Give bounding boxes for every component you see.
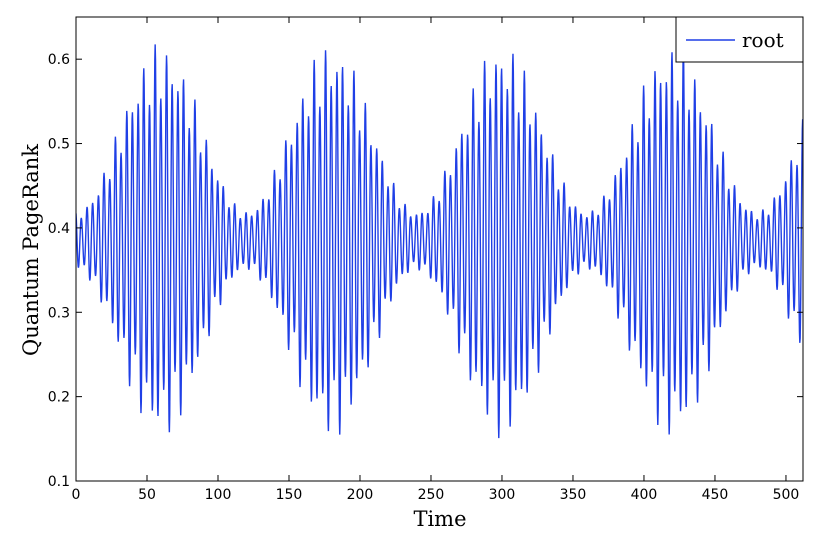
y-axis-label: Quantum PageRank <box>19 144 43 356</box>
legend-label-root: root <box>742 28 784 52</box>
x-tick-label: 0 <box>72 487 81 503</box>
series-line-root <box>76 44 803 439</box>
axes <box>75 16 804 482</box>
x-tick-label: 450 <box>702 487 729 503</box>
x-tick-label: 350 <box>560 487 587 503</box>
y-tick-label: 0.3 <box>48 305 70 321</box>
x-axis-ticks: 0 50 100 150 200 250 300 350 400 450 500 <box>72 17 800 503</box>
x-tick-label: 200 <box>347 487 374 503</box>
y-tick-label: 0.5 <box>48 137 70 153</box>
y-axis-ticks: 0.1 0.2 0.3 0.4 0.5 0.6 <box>48 52 803 490</box>
x-tick-label: 150 <box>276 487 303 503</box>
x-tick-label: 400 <box>631 487 658 503</box>
y-tick-label: 0.4 <box>48 221 70 237</box>
y-tick-label: 0.2 <box>48 390 70 406</box>
x-axis-label: Time <box>413 507 466 531</box>
x-tick-label: 500 <box>773 487 800 503</box>
x-tick-label: 100 <box>205 487 232 503</box>
axes-frame <box>75 16 804 482</box>
y-tick-label: 0.1 <box>48 474 70 490</box>
x-tick-label: 300 <box>489 487 516 503</box>
legend: root <box>675 16 804 63</box>
x-tick-label: 50 <box>138 487 156 503</box>
x-tick-label: 250 <box>418 487 445 503</box>
y-tick-label: 0.6 <box>48 52 70 68</box>
plot-area <box>76 44 803 439</box>
